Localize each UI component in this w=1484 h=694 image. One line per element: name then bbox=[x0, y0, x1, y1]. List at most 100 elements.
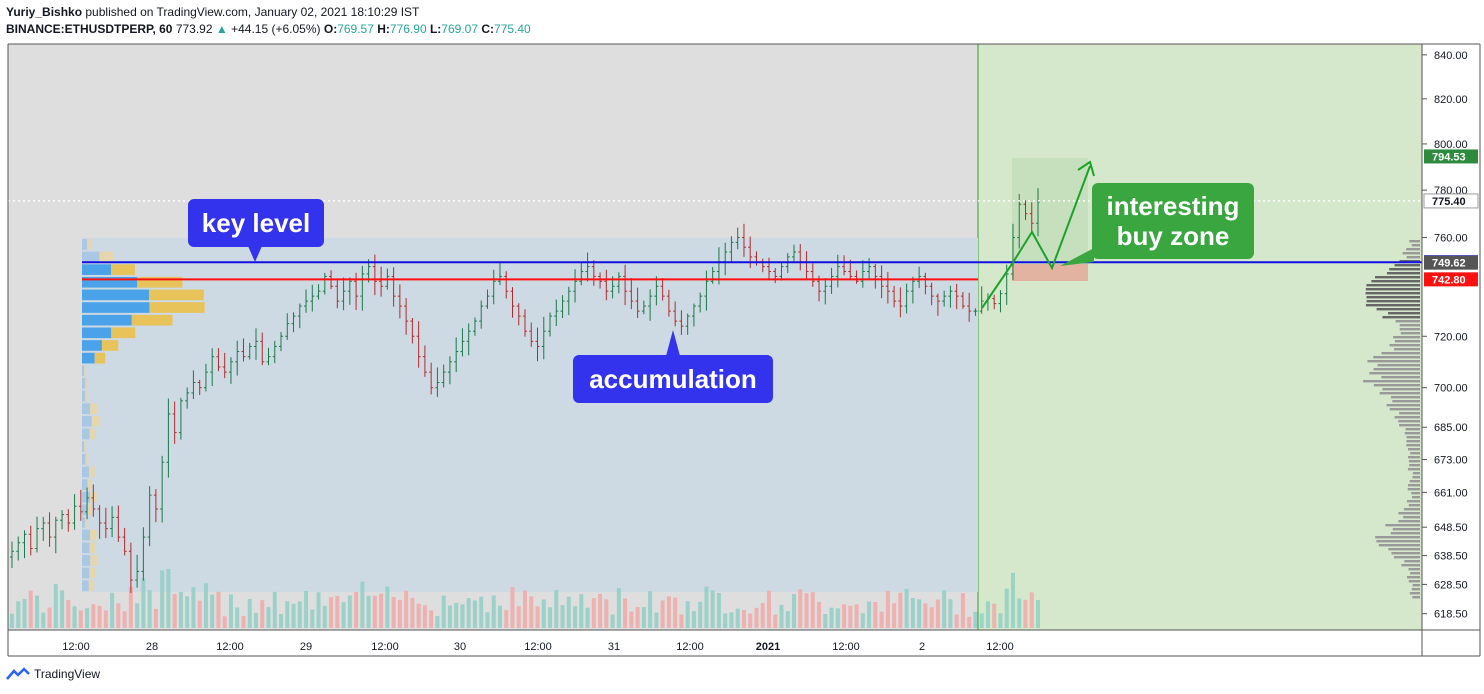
symbol-interval[interactable]: BINANCE:ETHUSDTPERP, 60 bbox=[6, 22, 173, 36]
y-axis-ticks: 840.00820.00800.00780.00760.00720.00700.… bbox=[1422, 50, 1468, 621]
right-profile-row bbox=[1398, 520, 1420, 523]
y-tick-label: 840.00 bbox=[1434, 50, 1468, 62]
profile-buy-row bbox=[82, 251, 100, 263]
price-label-box bbox=[1424, 149, 1478, 164]
profile-buy-row bbox=[82, 403, 91, 414]
footer-brand[interactable]: TradingView bbox=[34, 667, 101, 681]
volume-bar bbox=[948, 599, 953, 628]
volume-bar bbox=[629, 611, 634, 628]
buy-zone[interactable] bbox=[1012, 264, 1088, 281]
right-profile-row bbox=[1412, 472, 1420, 475]
volume-bar bbox=[985, 601, 990, 628]
profile-sell-row bbox=[137, 276, 183, 288]
volume-bar bbox=[641, 607, 646, 628]
right-profile-row bbox=[1369, 372, 1420, 375]
volume-bar bbox=[885, 590, 890, 628]
profile-sell-row bbox=[89, 542, 96, 554]
low-value: 769.07 bbox=[441, 22, 478, 36]
volume-bar bbox=[935, 599, 940, 628]
volume-bar bbox=[735, 608, 740, 628]
profile-sell-row bbox=[87, 479, 93, 490]
profile-buy-row bbox=[82, 491, 91, 503]
volume-bar bbox=[72, 606, 77, 628]
profile-buy-row bbox=[82, 390, 86, 402]
target-zone[interactable] bbox=[1012, 158, 1088, 264]
x-tick-label: 28 bbox=[146, 641, 158, 653]
right-profile-row bbox=[1375, 276, 1420, 279]
volume-bar bbox=[241, 615, 246, 628]
volume-bar bbox=[60, 590, 65, 628]
accumulation-text: accumulation bbox=[589, 364, 757, 394]
volume-bar bbox=[110, 592, 115, 628]
volume-bar bbox=[22, 598, 27, 628]
accumulation-callout[interactable]: accumulation bbox=[573, 330, 773, 403]
volume-bar bbox=[347, 595, 352, 628]
volume-bar bbox=[810, 592, 815, 628]
profile-sell-row bbox=[88, 466, 95, 478]
profile-buy-row bbox=[82, 378, 86, 389]
volume-bars bbox=[10, 568, 1040, 628]
open-value: 769.57 bbox=[337, 22, 374, 36]
volume-bar bbox=[285, 601, 290, 628]
volume-bar bbox=[485, 612, 490, 628]
price-label-box bbox=[1424, 272, 1478, 287]
profile-sell-row bbox=[91, 416, 100, 427]
profile-buy-row bbox=[82, 352, 95, 364]
volume-bar bbox=[360, 581, 365, 628]
volume-bar bbox=[760, 603, 765, 628]
tradingview-logo-icon[interactable] bbox=[6, 667, 30, 681]
right-profile-row bbox=[1388, 548, 1420, 551]
profile-sell-row bbox=[85, 390, 88, 402]
volume-bar bbox=[316, 592, 321, 628]
range-box[interactable] bbox=[82, 238, 978, 592]
author-name[interactable]: Yuriy_Bishko bbox=[6, 5, 83, 19]
volume-bar bbox=[35, 595, 40, 628]
volume-bar bbox=[78, 610, 83, 628]
profile-sell-row bbox=[85, 378, 88, 389]
volume-bar bbox=[804, 593, 809, 628]
right-profile-row bbox=[1381, 352, 1420, 355]
volume-bar bbox=[391, 597, 396, 628]
right-profile-row bbox=[1406, 444, 1420, 447]
price-label-box bbox=[1423, 193, 1479, 209]
price-axis[interactable] bbox=[1422, 44, 1480, 630]
right-profile-row bbox=[1366, 300, 1420, 303]
right-profile-row bbox=[1394, 416, 1420, 419]
right-profile-row bbox=[1406, 440, 1420, 443]
right-profile-row bbox=[1398, 512, 1420, 515]
volume-bar bbox=[329, 597, 334, 628]
volume-bar bbox=[873, 601, 878, 628]
volume-bar bbox=[598, 593, 603, 628]
right-profile-row bbox=[1388, 312, 1420, 315]
volume-bar bbox=[379, 593, 384, 628]
key-level-callout[interactable]: key level bbox=[188, 199, 324, 262]
volume-bar bbox=[103, 610, 108, 628]
x-tick-label: 29 bbox=[300, 641, 312, 653]
volume-bar bbox=[917, 599, 922, 628]
profile-buy-row bbox=[82, 504, 88, 516]
time-axis-ticks[interactable]: 12:00 28 12:00 29 12:00 30 12:00 31 12:00 2021 12:… bbox=[62, 641, 1014, 653]
profile-sell-row bbox=[99, 251, 114, 263]
projection-path[interactable] bbox=[981, 165, 1091, 309]
y-tick-label: 648.50 bbox=[1434, 522, 1468, 534]
buy-zone-callout[interactable]: interesting buy zone bbox=[1060, 183, 1254, 266]
right-profile-row bbox=[1411, 244, 1420, 247]
close-value: 775.40 bbox=[494, 22, 531, 36]
volume-bar bbox=[860, 613, 865, 628]
volume-bar bbox=[172, 593, 177, 628]
right-profile-row bbox=[1385, 524, 1420, 527]
profile-sell-row bbox=[84, 365, 86, 377]
right-profile-row bbox=[1393, 556, 1420, 559]
volume-bar bbox=[867, 601, 872, 628]
right-profile-row bbox=[1389, 408, 1420, 411]
volume-bar bbox=[266, 607, 271, 628]
volume-bar bbox=[635, 607, 640, 628]
volume-bar bbox=[97, 605, 102, 628]
profile-buy-row bbox=[82, 239, 88, 250]
volume-bar bbox=[748, 613, 753, 628]
open-key: O: bbox=[323, 22, 338, 36]
volume-bar bbox=[53, 583, 58, 628]
volume-bar bbox=[623, 598, 628, 628]
